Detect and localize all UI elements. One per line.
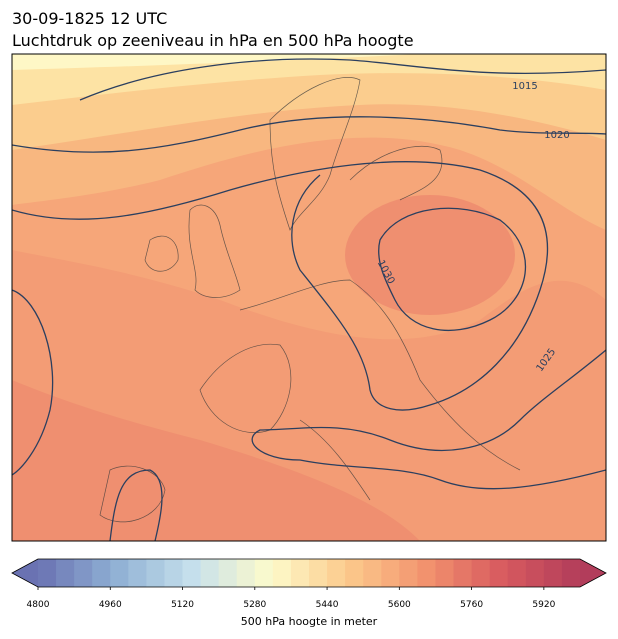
colorbar-segment	[38, 559, 57, 587]
colorbar-segment	[164, 559, 184, 587]
colorbar-outline	[11, 558, 607, 588]
colorbar-segment	[182, 559, 202, 587]
colorbar-segment	[146, 559, 165, 587]
title: 30-09-1825 12 UTC	[12, 9, 167, 28]
colorbar-segment	[128, 559, 147, 587]
colorbar-tick-label: 5280	[243, 600, 266, 610]
colorbar-segment	[381, 559, 400, 587]
colorbar-segment	[236, 559, 256, 587]
colorbar-segment	[345, 559, 364, 587]
colorbar-segment	[272, 559, 292, 587]
colorbar-label: 500 hPa hoogte in meter	[241, 615, 378, 628]
colorbar-extend-low	[12, 559, 38, 587]
colorbar-segment	[327, 559, 346, 587]
contour-label: 1015	[512, 81, 537, 92]
colorbar-segment	[363, 559, 382, 587]
colorbar: 4800 4960 5120 5280 5440 5600 5760 5920	[11, 558, 607, 610]
colorbar-segment	[218, 559, 238, 587]
colorbar-tick-label: 5760	[460, 600, 483, 610]
coastlines	[99, 77, 521, 523]
colorbar-segment	[489, 559, 509, 587]
colorbar-segment	[453, 559, 473, 587]
contour-label: 1020	[544, 130, 569, 141]
colorbar-tick-label: 5600	[388, 600, 411, 610]
colorbar-segment	[471, 559, 491, 587]
colorbar-tick-label: 5440	[316, 600, 339, 610]
colorbar-segment	[92, 559, 111, 587]
colorbar-segment	[417, 559, 436, 587]
colorbar-tick-label: 4960	[99, 600, 122, 610]
colorbar-segment	[561, 559, 581, 587]
colorbar-segment	[254, 559, 274, 587]
map-frame	[11, 53, 607, 542]
subtitle: Luchtdruk op zeeniveau in hPa en 500 hPa…	[12, 31, 414, 50]
colorbar-segment	[110, 559, 129, 587]
colorbar-tick-label: 5120	[171, 600, 194, 610]
colorbar-segment	[74, 559, 93, 587]
colorbar-tick-label: 4800	[27, 600, 50, 610]
colorbar-segment	[543, 559, 563, 587]
colorbar-tick-label: 5920	[532, 600, 555, 610]
colorbar-segment	[399, 559, 418, 587]
colorbar-segment	[507, 559, 527, 587]
colorbar-segment	[525, 559, 545, 587]
colorbar-segment	[309, 559, 328, 587]
colorbar-segment	[435, 559, 455, 587]
isobars	[12, 58, 606, 541]
colorbar-segment	[290, 559, 310, 587]
colorbar-segment	[56, 559, 75, 587]
colorbar-extend-high	[580, 559, 606, 587]
colorbar-segment	[200, 559, 220, 587]
